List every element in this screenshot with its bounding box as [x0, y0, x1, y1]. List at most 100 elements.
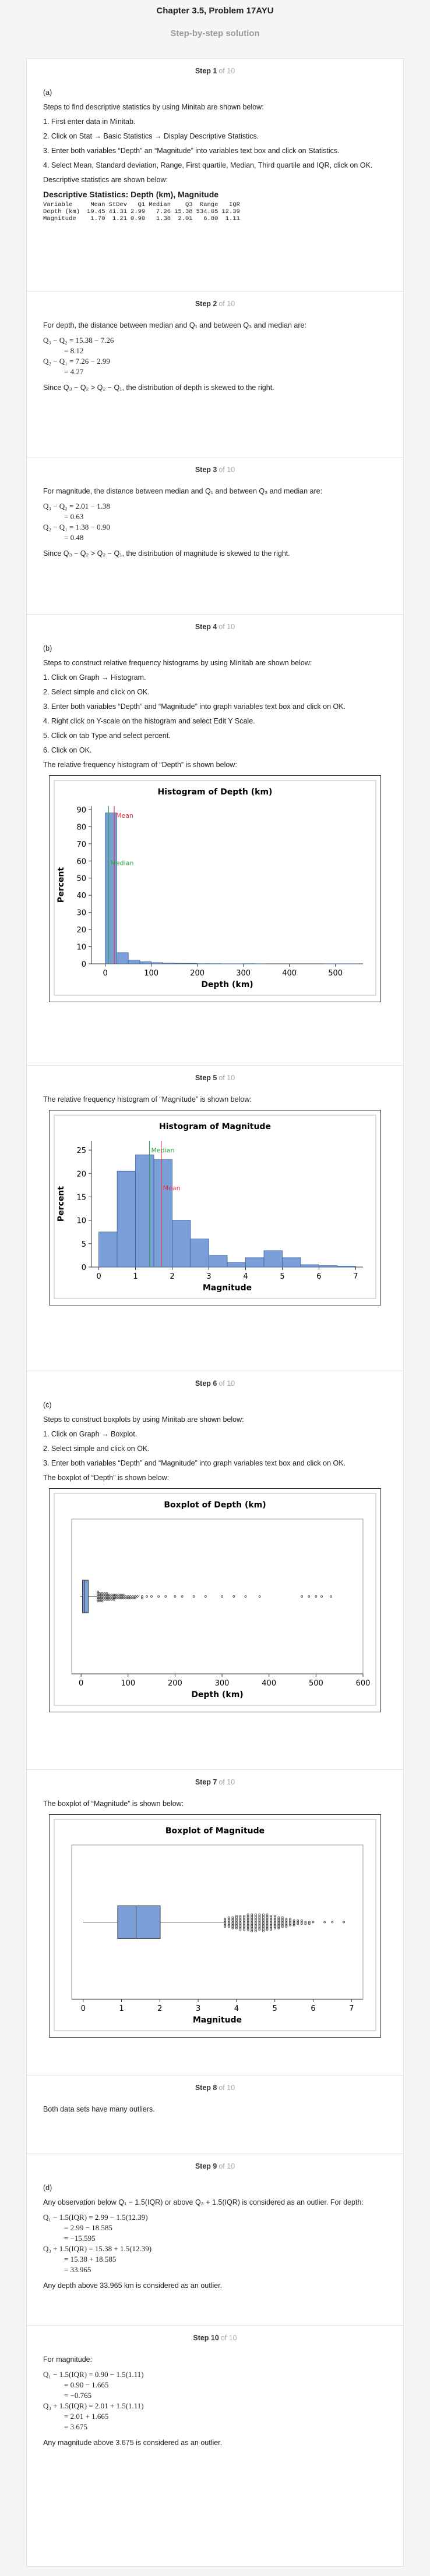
- y-tick-label: 10: [76, 943, 86, 952]
- outlier: [101, 1594, 104, 1596]
- step-number: Step 6: [195, 1379, 217, 1388]
- outlier: [277, 1919, 280, 1922]
- outlier: [281, 1925, 284, 1928]
- outlier: [146, 1595, 148, 1598]
- step-number: Step 5: [195, 1074, 217, 1082]
- outlier: [204, 1595, 207, 1598]
- table-header-cell: Mean: [90, 201, 105, 208]
- paragraph: (d): [43, 2184, 52, 2192]
- step: Step 6 of 10 (c) Steps to construct boxplot…: [26, 1371, 404, 1769]
- outlier: [285, 1922, 288, 1925]
- equation-line: = 0.48: [64, 533, 84, 542]
- outlier: [239, 1916, 242, 1919]
- outlier: [150, 1595, 153, 1598]
- step-header: Step 5 of 10: [43, 1074, 387, 1082]
- table-header-row: Variable Mean StDev Q1 Median Q3 Range IQR: [43, 201, 244, 208]
- outlier: [277, 1925, 280, 1928]
- x-tick-label: 1: [133, 1272, 138, 1281]
- paragraph: Any depth above 33.965 km is considered …: [43, 2282, 223, 2290]
- outlier: [330, 1595, 333, 1598]
- step-header: Step 9 of 10: [43, 2162, 387, 2170]
- bar: [151, 962, 163, 964]
- outlier: [254, 1913, 257, 1916]
- outlier: [243, 1915, 245, 1918]
- table-cell: Magnitude: [43, 215, 76, 222]
- outlier: [235, 1919, 238, 1922]
- outlier: [258, 1595, 261, 1598]
- solution-steps: Step 1 of 10 (a) Steps to find descriptive …: [26, 58, 404, 2567]
- outlier: [273, 1915, 276, 1918]
- outlier: [289, 1919, 291, 1922]
- equations: Q₁ − 1.5(IQR) = 0.90 − 1.5(1.11) = 0.90 −…: [43, 2369, 387, 2432]
- outlier: [246, 1916, 249, 1919]
- step-header: Step 8 of 10: [43, 2084, 387, 2092]
- outlier: [119, 1596, 122, 1599]
- outlier: [266, 1916, 269, 1919]
- outlier: [277, 1926, 280, 1929]
- outlier: [254, 1922, 257, 1925]
- equation-line: Q₁ − 1.5(IQR) = 2.99 − 1.5(12.39): [43, 2213, 148, 2222]
- x-axis-label: Magnitude: [203, 1283, 252, 1293]
- outlier: [115, 1596, 118, 1599]
- reference-label: Median: [151, 1147, 174, 1154]
- outlier: [108, 1598, 111, 1601]
- outlier: [101, 1596, 104, 1599]
- outlier: [262, 1919, 265, 1922]
- paragraph: 2. Click on Stat → Basic Statistics → Di…: [43, 132, 259, 140]
- bar: [185, 963, 198, 964]
- paragraph: For magnitude:: [43, 2355, 93, 2364]
- outlier: [227, 1916, 230, 1919]
- table-cell: 0.90: [131, 215, 146, 222]
- paragraph: 3. Enter both variables “Depth” an “Magn…: [43, 147, 340, 155]
- y-tick-label: 60: [76, 857, 86, 866]
- outlier: [224, 1919, 227, 1922]
- paragraph: 1. Click on Graph → Boxplot.: [43, 1430, 138, 1438]
- equations: Q₁ − 1.5(IQR) = 2.99 − 1.5(12.39) = 2.99 …: [43, 2212, 387, 2275]
- step-total: of 10: [220, 2334, 237, 2342]
- table-cell: 12.39: [221, 208, 240, 215]
- step-total: of 10: [218, 1074, 235, 1082]
- outlier: [262, 1916, 265, 1919]
- step: Step 8 of 10 Both data sets have many outl…: [26, 2075, 404, 2153]
- outlier: [231, 1919, 234, 1922]
- table-header-cell: Q1: [138, 201, 146, 208]
- outlier: [110, 1598, 113, 1601]
- x-tick-label: 200: [190, 969, 205, 978]
- outlier: [273, 1916, 276, 1919]
- outlier: [119, 1594, 122, 1596]
- chart-title: Histogram of Depth (km): [158, 787, 273, 797]
- outlier: [323, 1921, 326, 1924]
- table-cell: 1.21: [112, 215, 128, 222]
- outlier: [292, 1922, 295, 1925]
- outlier: [232, 1595, 235, 1598]
- step: Step 1 of 10 (a) Steps to find descriptive …: [26, 58, 404, 291]
- x-tick-label: 0: [103, 969, 108, 978]
- paragraph: Descriptive statistics are shown below:: [43, 176, 168, 184]
- equation-line: Q₃ + 1.5(IQR) = 2.01 + 1.5(1.11): [43, 2401, 144, 2410]
- outlier: [243, 1916, 245, 1919]
- step-header: Step 10 of 10: [43, 2334, 387, 2342]
- outlier: [262, 1922, 265, 1925]
- bar: [319, 1265, 338, 1268]
- outlier: [101, 1599, 104, 1602]
- outlier: [224, 1922, 227, 1925]
- x-axis-label: Depth (km): [191, 1690, 243, 1699]
- outlier: [243, 1925, 245, 1928]
- outlier: [110, 1596, 113, 1599]
- outlier: [98, 1592, 101, 1595]
- outlier: [105, 1598, 108, 1601]
- reference-label: Mean: [116, 812, 133, 819]
- paragraph: Steps to construct boxplots by using Min…: [43, 1415, 244, 1424]
- outlier: [289, 1922, 291, 1925]
- bar: [117, 952, 129, 964]
- outlier: [126, 1596, 129, 1599]
- y-tick-label: 0: [82, 960, 86, 969]
- table-header-cell: Median: [149, 201, 171, 208]
- outlier: [243, 1919, 245, 1922]
- paragraph: The boxplot of “Magnitude” is shown belo…: [43, 1800, 184, 1808]
- step: Step 3 of 10 For magnitude, the distance b…: [26, 457, 404, 614]
- step-number: Step 3: [195, 466, 217, 474]
- x-tick-label: 300: [236, 969, 251, 978]
- bar: [163, 963, 175, 964]
- outlier: [266, 1925, 269, 1928]
